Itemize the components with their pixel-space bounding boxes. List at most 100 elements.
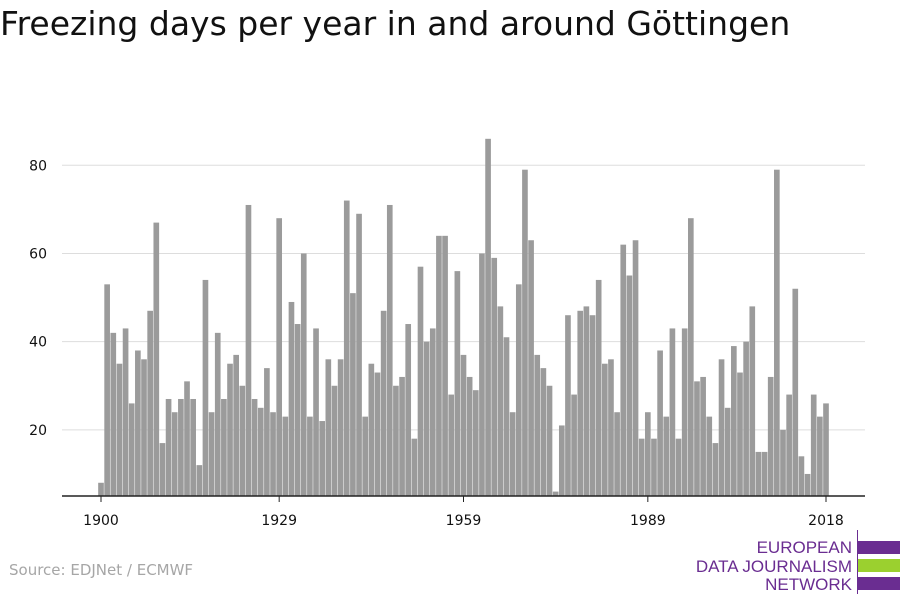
bar-2009: [767, 376, 774, 496]
bar-1931: [288, 301, 295, 496]
bar-1923: [239, 385, 246, 496]
bar-1978: [577, 310, 584, 496]
y-tick-label-80: 80: [29, 158, 47, 174]
bar-1960: [466, 376, 473, 496]
bar-1906: [135, 350, 141, 496]
bar-1996: [688, 218, 694, 497]
bar-1994: [675, 438, 682, 496]
bar-1988: [638, 438, 645, 496]
bar-1950: [405, 324, 412, 496]
bar-1912: [171, 412, 178, 496]
axes: 20 40 60 80 1900 1929 1959 1989 2018: [29, 158, 865, 529]
source-note: Source: EDJNet / ECMWF: [9, 561, 194, 579]
bar-1926: [257, 407, 264, 496]
bar-2016: [810, 394, 817, 496]
bar-2018: [823, 403, 829, 496]
bar-1972: [540, 368, 547, 496]
x-tick-label-1989: 1989: [630, 513, 666, 529]
edjnet-logo: EUROPEAN DATA JOURNALISM NETWORK: [696, 530, 900, 594]
bar-1938: [331, 385, 338, 496]
bar-1989: [644, 412, 651, 496]
bar-1913: [178, 398, 184, 496]
logo-bar-purple-top: [858, 541, 900, 554]
bar-2002: [724, 407, 731, 496]
bar-1969: [522, 169, 528, 496]
bar-1979: [583, 306, 590, 496]
bar-2008: [761, 451, 768, 496]
bar-2011: [780, 429, 786, 496]
bar-2006: [749, 306, 756, 496]
logo-line-1: EUROPEAN: [756, 538, 852, 557]
logo-line-2: DATA JOURNALISM: [695, 557, 852, 576]
bar-1970: [528, 240, 534, 496]
bar-1917: [202, 279, 209, 496]
bar-1961: [472, 390, 479, 496]
bar-1916: [196, 465, 203, 496]
y-tick-label-60: 60: [29, 246, 47, 262]
bar-1966: [503, 337, 510, 496]
bar-1924: [245, 204, 252, 496]
bar-1964: [491, 257, 498, 496]
bar-1945: [374, 372, 381, 496]
x-tick-label-1929: 1929: [261, 513, 297, 529]
bar-1929: [276, 218, 283, 497]
bar-1918: [208, 412, 215, 496]
bar-1942: [356, 213, 362, 496]
bar-1965: [497, 306, 504, 496]
bar-1928: [270, 412, 276, 496]
bar-2003: [731, 346, 737, 496]
bar-1908: [147, 310, 153, 496]
bar-1910: [159, 443, 166, 496]
bar-1949: [399, 376, 405, 496]
bar-1983: [608, 359, 614, 496]
bar-1914: [184, 381, 190, 496]
bar-1967: [509, 412, 516, 496]
bar-1993: [669, 328, 676, 496]
bar-1959: [460, 354, 467, 496]
bar-1974: [552, 491, 559, 496]
bar-1991: [657, 350, 663, 496]
bar-1977: [571, 394, 577, 496]
bar-1984: [614, 412, 620, 496]
bar-1936: [319, 421, 326, 496]
bar-2010: [774, 169, 780, 496]
bar-1947: [386, 204, 393, 496]
bar-2005: [743, 341, 749, 496]
bar-2017: [817, 416, 823, 496]
bar-1963: [485, 138, 491, 496]
bar-1982: [601, 363, 608, 496]
bar-1948: [393, 385, 399, 496]
bar-1987: [632, 240, 639, 496]
bar-1941: [350, 293, 356, 496]
bar-1903: [116, 363, 123, 496]
x-tick-label-1959: 1959: [446, 513, 482, 529]
y-tick-label-40: 40: [29, 335, 47, 351]
bar-1907: [141, 359, 147, 496]
bar-1954: [429, 328, 436, 496]
bar-1939: [337, 359, 344, 496]
y-tick-label-20: 20: [29, 423, 47, 439]
bar-1920: [221, 398, 227, 496]
x-tick-label-2018: 2018: [808, 513, 844, 529]
bar-1909: [153, 222, 160, 496]
bar-1935: [313, 328, 319, 496]
bar-1990: [651, 438, 657, 496]
bar-1934: [307, 416, 313, 496]
bar-1957: [448, 394, 455, 496]
bar-1995: [681, 328, 688, 496]
bar-1971: [534, 354, 541, 496]
bar-1985: [620, 244, 627, 496]
x-tick-label-1900: 1900: [83, 513, 119, 529]
bar-1915: [190, 398, 196, 496]
bar-1956: [442, 235, 448, 496]
bar-2001: [718, 359, 725, 496]
bar-1997: [694, 381, 700, 496]
bar-1902: [110, 332, 117, 496]
bar-2007: [755, 451, 762, 496]
bar-2015: [804, 473, 811, 496]
bars: [98, 138, 829, 497]
bar-1944: [368, 363, 375, 496]
bar-1980: [589, 315, 596, 496]
bar-1973: [546, 385, 553, 496]
